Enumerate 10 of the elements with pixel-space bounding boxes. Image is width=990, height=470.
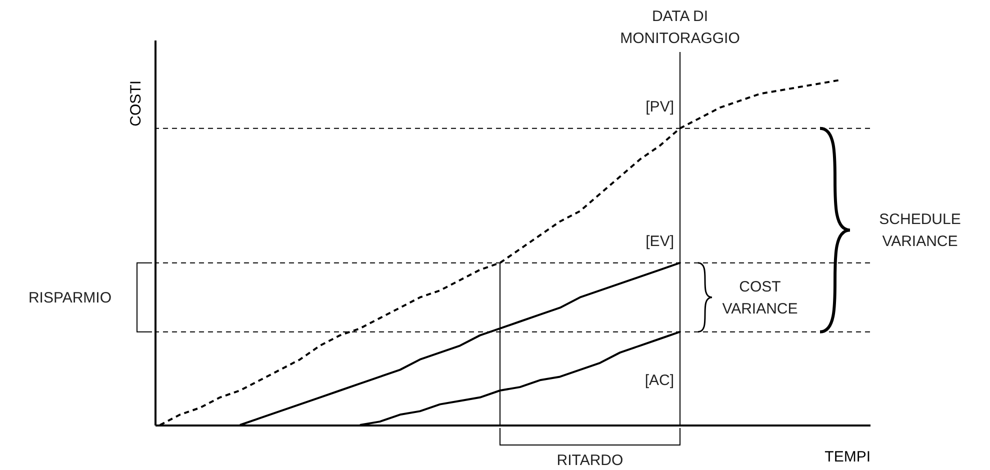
series-label: [AC] (644, 372, 674, 389)
annotation: COST VARIANCE (722, 278, 798, 318)
x-axis-title: TEMPI (824, 448, 870, 466)
series-label: [PV] (646, 98, 674, 116)
text: DATA DI MONITORAGGIO (620, 8, 740, 47)
y-axis-title: COSTI (128, 80, 144, 126)
text: SCHEDULE VARIANCE (879, 211, 961, 250)
series-label: [EV] (646, 232, 674, 250)
text: RISPARMIO (28, 289, 112, 306)
text: RITARDO (556, 452, 624, 469)
